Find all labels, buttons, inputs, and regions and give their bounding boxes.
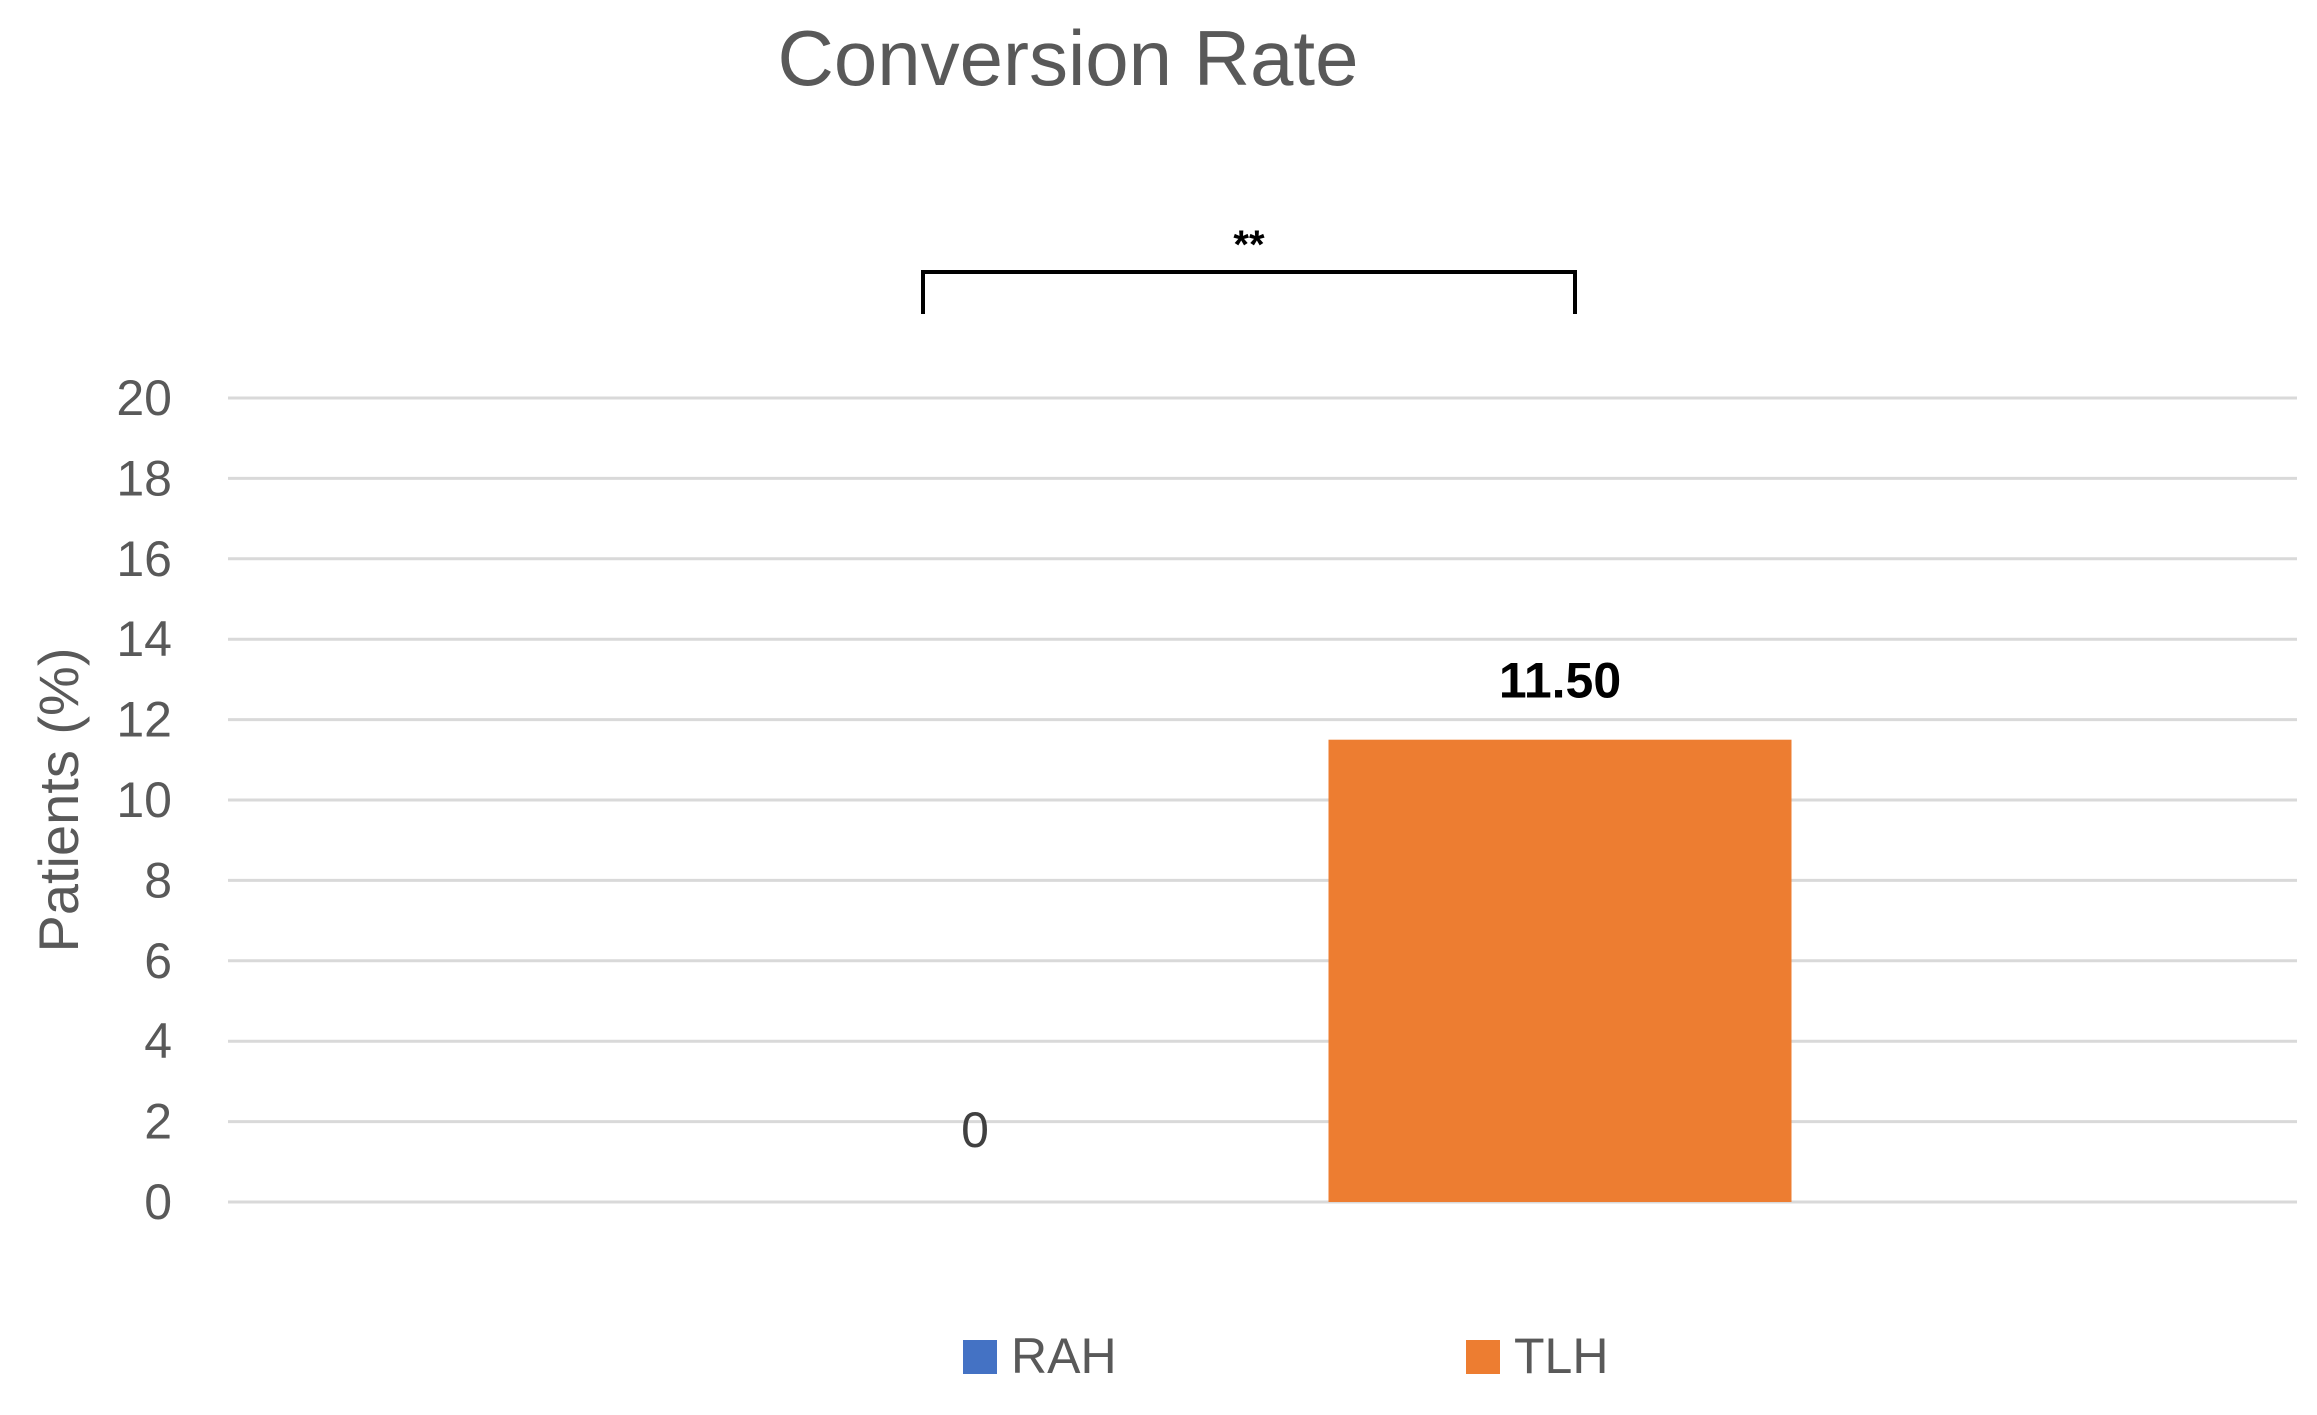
legend-label-rah: RAH (1011, 1328, 1117, 1384)
y-tick-label: 6 (144, 933, 172, 989)
data-label-tlh: 11.50 (1499, 653, 1621, 709)
y-tick-label: 8 (144, 852, 172, 908)
legend-swatch-tlh (1466, 1340, 1500, 1374)
significance-bracket: ** (921, 223, 1577, 314)
y-tick-label: 16 (116, 531, 172, 587)
legend-swatch-rah (963, 1340, 997, 1374)
data-labels: 011.50 (961, 653, 1621, 1158)
y-tick-label: 2 (144, 1094, 172, 1150)
y-tick-label: 14 (116, 611, 172, 667)
bars (1328, 739, 1792, 1202)
y-axis-label: Patients (%) (27, 648, 90, 953)
bar-tlh (1328, 739, 1792, 1202)
y-tick-label: 0 (144, 1174, 172, 1230)
y-tick-label: 20 (116, 370, 172, 426)
y-tick-label: 12 (116, 692, 172, 748)
y-tick-label: 4 (144, 1013, 172, 1069)
significance-bracket-line (921, 270, 1577, 314)
legend-label-tlh: TLH (1514, 1328, 1608, 1384)
legend: RAH TLH (963, 1328, 1608, 1384)
y-tick-label: 10 (116, 772, 172, 828)
gridlines (228, 396, 2297, 1204)
y-axis-ticks: 0 2 4 6 8 10 12 14 16 18 20 (116, 370, 172, 1230)
y-tick-label: 18 (116, 450, 172, 506)
data-label-rah: 0 (961, 1102, 989, 1158)
significance-marker: ** (1233, 223, 1265, 267)
chart-title: Conversion Rate (778, 14, 1359, 102)
